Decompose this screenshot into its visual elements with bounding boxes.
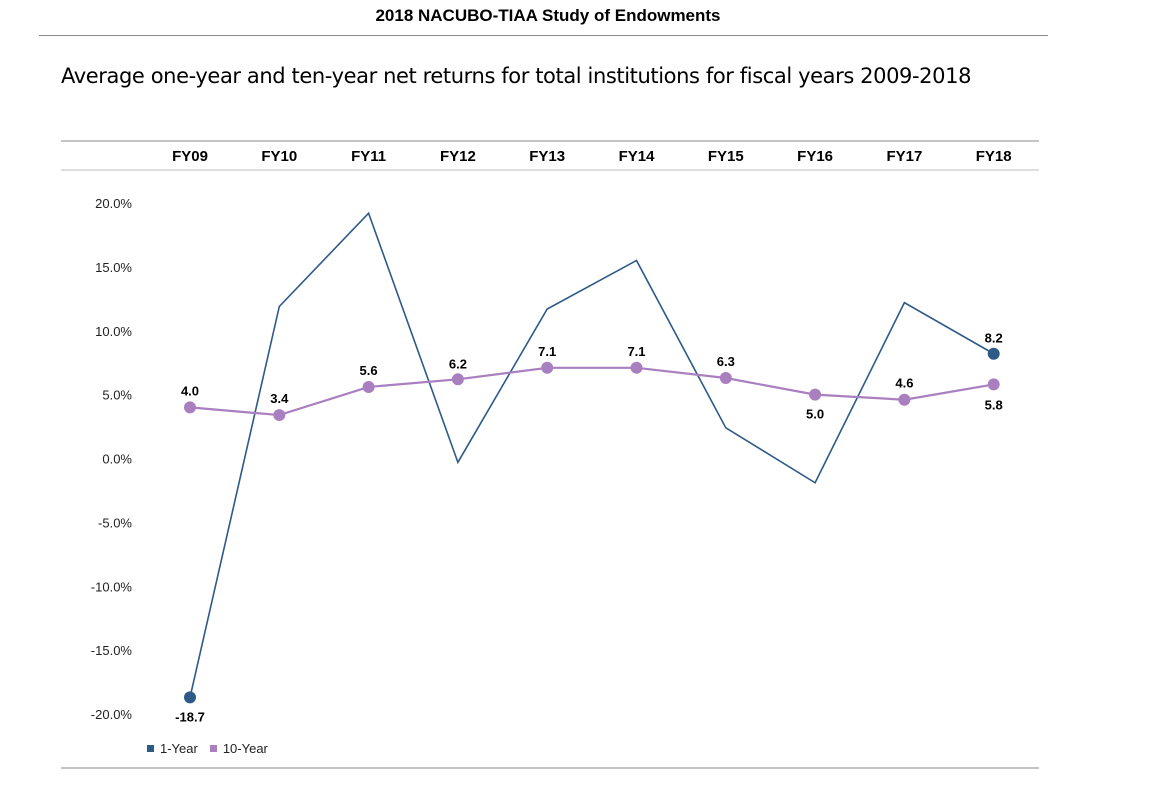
data-label-1-year: -18.7 [175,709,205,724]
x-tick-label: FY10 [261,148,297,165]
y-tick-label: -10.0% [91,579,133,594]
page-header-title: 2018 NACUBO-TIAA Study of Endowments [375,6,721,25]
legend-label-10-year: 10-Year [222,741,268,756]
data-label-10-year: 7.1 [627,344,645,359]
data-label-10-year: 4.6 [895,376,913,391]
y-tick-label: 15.0% [95,260,132,275]
x-tick-label: FY12 [440,148,476,165]
data-label-10-year: 6.3 [717,354,735,369]
y-tick-label: -5.0% [98,515,132,530]
data-point-1-year [987,347,1000,360]
data-label-10-year: 6.2 [449,356,467,371]
data-label-10-year: 7.1 [538,344,556,359]
x-tick-label: FY15 [708,148,744,165]
data-point-10-year [451,373,464,386]
data-point-10-year [987,378,1000,391]
x-tick-label: FY14 [619,148,656,165]
y-tick-label: -20.0% [91,707,133,722]
y-tick-label: 10.0% [95,324,132,339]
y-tick-label: 0.0% [102,452,132,467]
x-tick-label: FY17 [886,148,922,165]
data-label-1-year: 8.2 [985,331,1003,346]
y-tick-label: -15.0% [91,643,133,658]
header-divider [39,35,1048,36]
data-label-10-year: 3.4 [270,391,289,406]
data-point-10-year [898,393,911,406]
data-point-10-year [273,409,286,422]
data-point-10-year [630,361,643,374]
data-label-10-year: 5.6 [360,363,378,378]
legend-item-1-year: 1-Year [147,741,198,756]
series-line-1-year [189,211,995,698]
data-label-10-year: 5.8 [985,397,1003,412]
legend-swatch-1-year [147,745,154,752]
x-tick-label: FY13 [529,148,565,165]
legend-label-1-year: 1-Year [160,741,198,756]
y-tick-label: 20.0% [95,196,132,211]
data-point-1-year [184,691,196,704]
x-tick-label: FY18 [976,148,1012,165]
legend-item-10-year: 10-Year [209,741,268,756]
legend-swatch-10-year [209,745,217,752]
x-tick-label: FY09 [172,148,208,165]
data-point-10-year [184,401,196,414]
data-label-10-year: 4.0 [181,383,199,398]
chart-title: Average one-year and ten-year net return… [61,64,972,88]
data-point-10-year [809,388,822,401]
x-tick-label: FY11 [351,148,386,165]
x-tick-label: FY16 [797,148,833,165]
data-point-10-year [719,372,732,385]
data-point-10-year [541,361,554,374]
legend: 1-Year 10-Year [147,741,280,756]
data-label-10-year: 5.0 [806,407,824,422]
data-point-10-year [362,380,375,393]
y-tick-label: 5.0% [102,388,132,403]
series-line-10-year [189,366,994,417]
